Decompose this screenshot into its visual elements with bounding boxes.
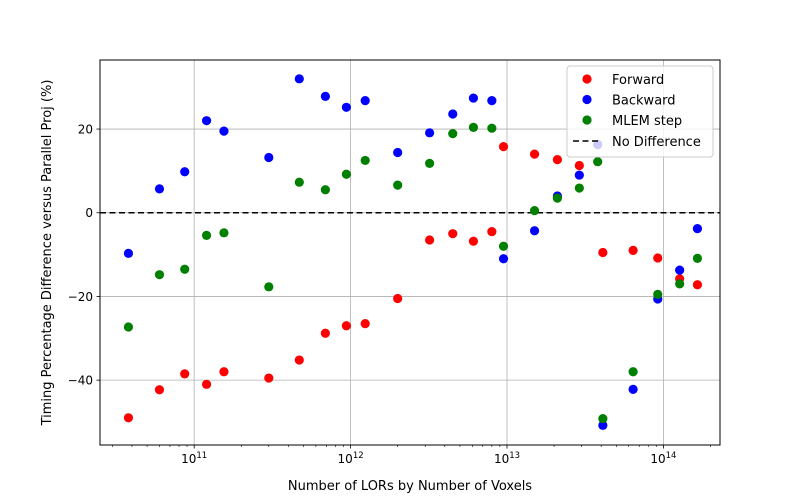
point-backward bbox=[448, 109, 458, 119]
x-tick-label: 1014 bbox=[650, 451, 676, 466]
point-mlem-step bbox=[675, 279, 685, 289]
point-backward bbox=[180, 167, 190, 177]
data-points bbox=[123, 74, 703, 430]
point-forward bbox=[360, 319, 370, 329]
point-mlem-step bbox=[598, 414, 608, 424]
point-backward bbox=[294, 74, 304, 84]
point-forward bbox=[498, 142, 509, 152]
legend-marker-backward bbox=[582, 94, 592, 105]
point-mlem-step bbox=[529, 206, 540, 216]
point-mlem-step bbox=[487, 123, 497, 133]
point-mlem-step bbox=[653, 289, 663, 299]
point-backward bbox=[219, 126, 229, 136]
point-mlem-step bbox=[360, 155, 370, 166]
point-mlem-step bbox=[123, 322, 134, 332]
point-mlem-step bbox=[692, 253, 703, 263]
point-forward bbox=[320, 328, 330, 338]
legend-label-forward: Forward bbox=[612, 73, 664, 88]
point-backward bbox=[264, 152, 274, 163]
point-mlem-step bbox=[393, 180, 403, 190]
point-backward bbox=[598, 420, 608, 430]
point-mlem-step bbox=[201, 230, 212, 240]
point-forward bbox=[180, 369, 190, 379]
point-forward bbox=[487, 226, 497, 237]
point-forward bbox=[574, 160, 584, 171]
point-mlem-step bbox=[320, 185, 330, 195]
point-backward bbox=[487, 95, 497, 106]
point-mlem-step bbox=[264, 282, 274, 292]
point-backward bbox=[692, 224, 703, 234]
point-backward bbox=[341, 102, 351, 112]
legend: Forward Backward MLEM step No Difference bbox=[566, 65, 714, 158]
point-mlem-step bbox=[593, 157, 603, 167]
point-forward bbox=[201, 379, 212, 389]
axis-ticks: 1011 1012 1013 1014 20 0 −20 −40 bbox=[68, 123, 711, 466]
point-forward bbox=[653, 253, 663, 263]
point-mlem-step bbox=[219, 228, 229, 238]
point-backward bbox=[393, 147, 403, 158]
point-mlem-step bbox=[498, 241, 509, 251]
legend-box bbox=[566, 65, 714, 158]
point-forward bbox=[692, 280, 703, 290]
point-mlem-step bbox=[468, 122, 479, 132]
y-tick-label: 20 bbox=[78, 123, 93, 137]
point-mlem-step bbox=[294, 177, 304, 187]
point-forward bbox=[628, 245, 638, 256]
y-tick-label: 0 bbox=[85, 206, 93, 220]
grid bbox=[100, 60, 720, 445]
plot-frame bbox=[99, 59, 721, 446]
point-backward bbox=[675, 265, 685, 275]
point-mlem-step bbox=[341, 169, 351, 179]
point-forward bbox=[154, 385, 165, 395]
x-tick-label: 1013 bbox=[494, 451, 520, 466]
legend-marker-mlem-step bbox=[582, 115, 592, 125]
point-forward bbox=[393, 293, 403, 304]
x-axis-label: Number of LORs by Number of Voxels bbox=[288, 479, 532, 494]
point-forward bbox=[529, 149, 540, 159]
point-forward bbox=[219, 367, 229, 377]
point-mlem-step bbox=[425, 158, 435, 168]
point-backward bbox=[201, 116, 212, 126]
point-backward bbox=[574, 170, 584, 180]
point-backward bbox=[468, 93, 479, 103]
x-tick-label: 1011 bbox=[181, 451, 207, 466]
point-backward bbox=[360, 95, 370, 106]
point-backward bbox=[123, 248, 134, 258]
point-backward bbox=[154, 184, 165, 194]
legend-label-backward: Backward bbox=[612, 94, 676, 109]
y-axis-label: Timing Percentage Difference versus Para… bbox=[40, 80, 55, 427]
point-forward bbox=[598, 247, 608, 258]
point-forward bbox=[425, 235, 435, 245]
legend-marker-forward bbox=[582, 74, 592, 84]
x-tick-label: 1012 bbox=[338, 451, 364, 466]
y-tick-label: −20 bbox=[68, 290, 93, 304]
point-backward bbox=[529, 226, 540, 236]
point-mlem-step bbox=[574, 183, 584, 193]
point-mlem-step bbox=[552, 193, 563, 203]
point-backward bbox=[320, 91, 330, 102]
y-tick-label: −40 bbox=[68, 374, 93, 388]
point-forward bbox=[448, 229, 458, 239]
legend-label-mlem-step: MLEM step bbox=[612, 114, 682, 129]
point-mlem-step bbox=[628, 367, 638, 377]
point-backward bbox=[425, 128, 435, 138]
point-backward bbox=[628, 384, 638, 394]
point-mlem-step bbox=[180, 264, 190, 274]
point-mlem-step bbox=[448, 129, 458, 139]
point-forward bbox=[264, 373, 274, 383]
point-forward bbox=[294, 355, 304, 365]
point-mlem-step bbox=[154, 270, 165, 280]
legend-label-no-difference: No Difference bbox=[612, 135, 701, 150]
point-forward bbox=[468, 236, 479, 246]
point-forward bbox=[341, 321, 351, 331]
point-backward bbox=[498, 254, 509, 264]
point-forward bbox=[552, 154, 563, 165]
point-forward bbox=[123, 413, 134, 423]
